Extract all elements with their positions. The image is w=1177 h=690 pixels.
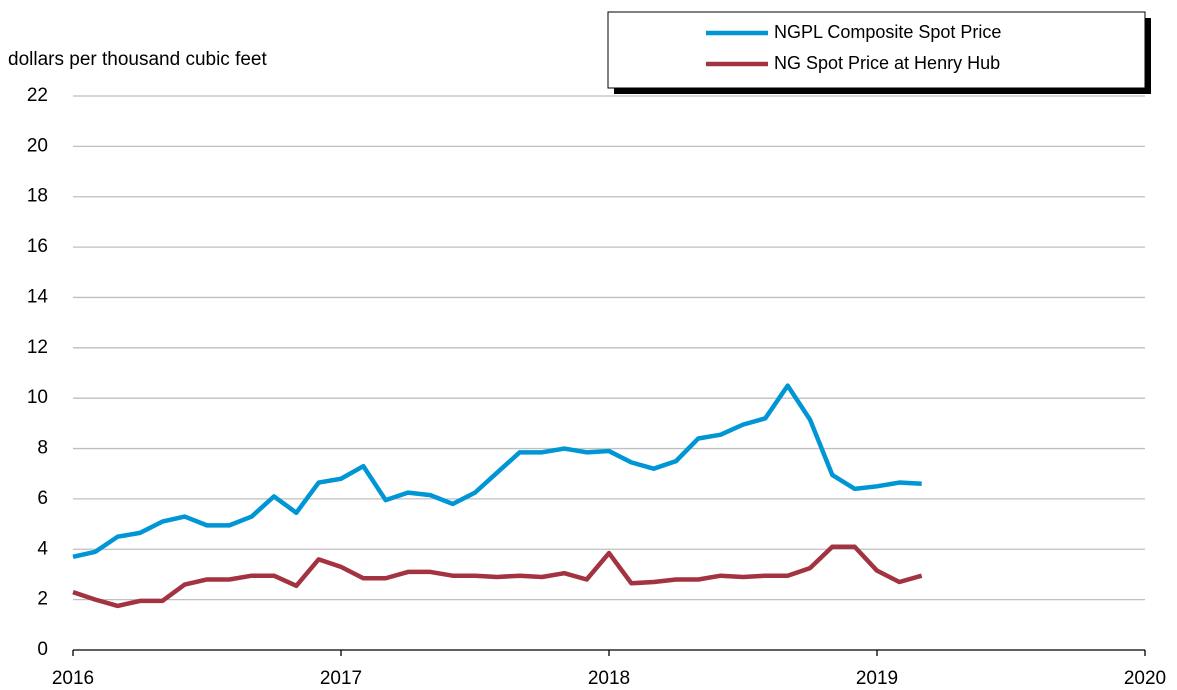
y-tick-label: 18 — [27, 186, 48, 207]
legend-label: NG Spot Price at Henry Hub — [774, 53, 1000, 73]
y-tick-label: 8 — [37, 438, 48, 459]
y-tick-label: 14 — [27, 286, 49, 307]
y-tick-label: 16 — [27, 236, 48, 257]
y-tick-label: 22 — [27, 85, 48, 106]
y-tick-label: 2 — [37, 589, 48, 610]
y-axis-label: dollars per thousand cubic feet — [8, 49, 267, 70]
series-line — [72, 544, 923, 609]
y-tick-label: 6 — [37, 488, 48, 509]
y-tick-label: 0 — [37, 639, 48, 660]
legend-label: NGPL Composite Spot Price — [774, 22, 1001, 42]
x-tick-label: 2017 — [320, 668, 362, 689]
legend-box — [607, 11, 1146, 89]
y-tick-label: 4 — [37, 538, 48, 559]
series-line — [72, 383, 922, 560]
x-tick-label: 2020 — [1124, 668, 1166, 689]
y-tick-label: 20 — [27, 135, 48, 156]
y-tick-label: 12 — [27, 337, 48, 358]
y-tick-label: 10 — [27, 387, 48, 408]
x-tick-label: 2016 — [52, 668, 94, 689]
x-tick-label: 2018 — [588, 668, 630, 689]
x-tick-label: 2019 — [856, 668, 898, 689]
